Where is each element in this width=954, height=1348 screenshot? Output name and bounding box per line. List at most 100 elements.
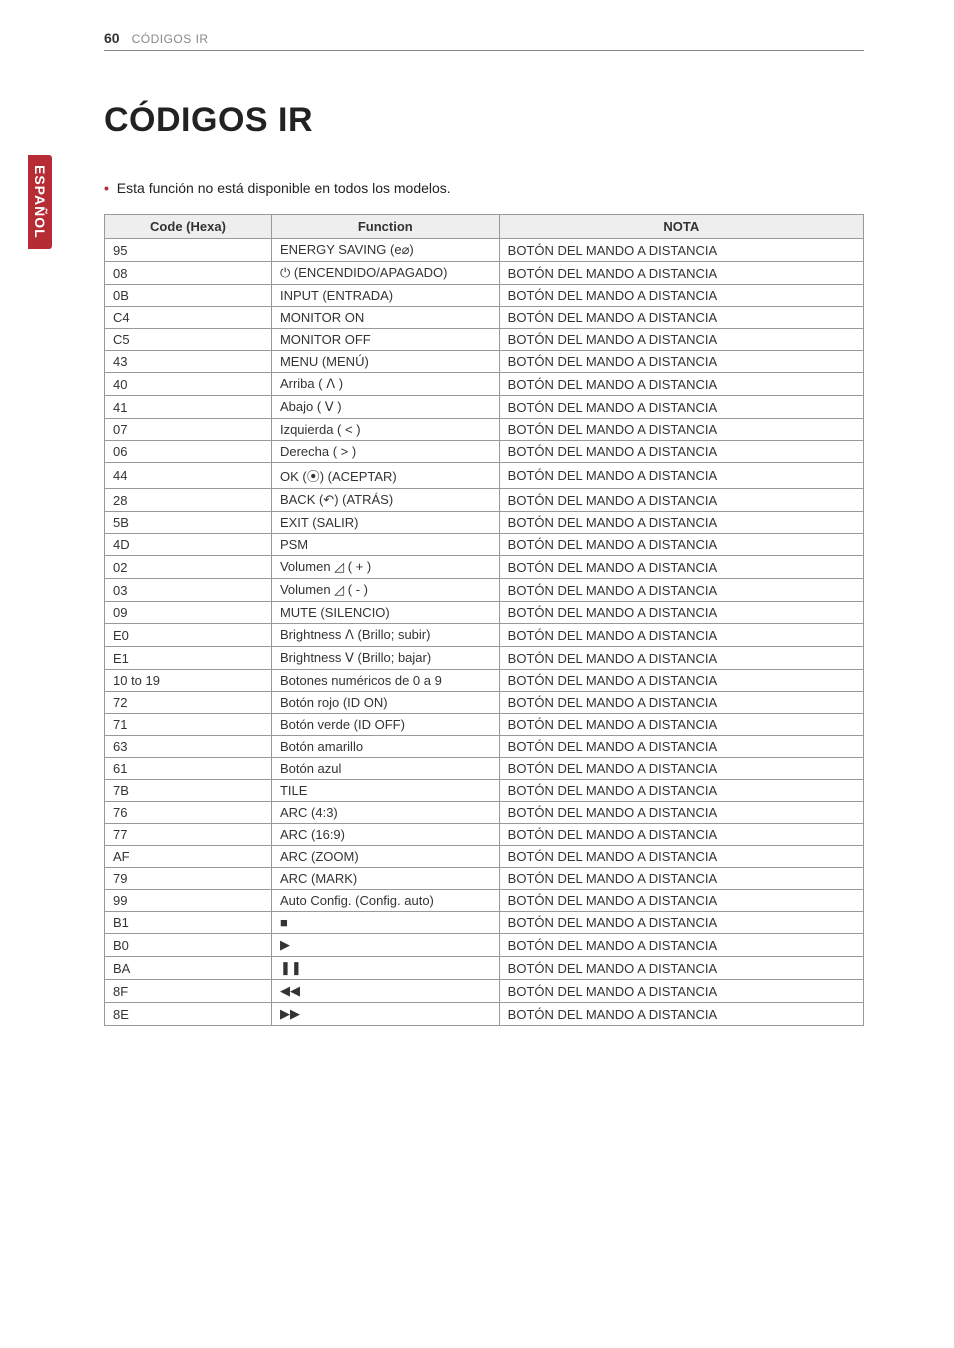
table-row: 44OK (⦿) (ACEPTAR)BOTÓN DEL MANDO A DIST… xyxy=(105,463,864,489)
cell-function: ARC (16:9) xyxy=(271,824,499,846)
table-row: BA❚❚BOTÓN DEL MANDO A DISTANCIA xyxy=(105,957,864,980)
cell-code: 43 xyxy=(105,351,272,373)
cell-code: 63 xyxy=(105,736,272,758)
table-row: 02Volumen ◿ ( + )BOTÓN DEL MANDO A DISTA… xyxy=(105,556,864,579)
cell-function: ▶ xyxy=(271,934,499,957)
cell-function: Botón rojo (ID ON) xyxy=(271,692,499,714)
cell-nota: BOTÓN DEL MANDO A DISTANCIA xyxy=(499,373,863,396)
table-row: C4MONITOR ONBOTÓN DEL MANDO A DISTANCIA xyxy=(105,307,864,329)
cell-nota: BOTÓN DEL MANDO A DISTANCIA xyxy=(499,912,863,934)
ir-codes-table: Code (Hexa) Function NOTA 95ENERGY SAVIN… xyxy=(104,214,864,1026)
cell-function: OK (⦿) (ACEPTAR) xyxy=(271,463,499,489)
cell-code: 03 xyxy=(105,579,272,602)
cell-nota: BOTÓN DEL MANDO A DISTANCIA xyxy=(499,1003,863,1026)
cell-function: PSM xyxy=(271,534,499,556)
cell-nota: BOTÓN DEL MANDO A DISTANCIA xyxy=(499,512,863,534)
cell-code: 77 xyxy=(105,824,272,846)
table-row: 72Botón rojo (ID ON)BOTÓN DEL MANDO A DI… xyxy=(105,692,864,714)
cell-code: 8E xyxy=(105,1003,272,1026)
table-row: 28BACK (↶) (ATRÁS)BOTÓN DEL MANDO A DIST… xyxy=(105,489,864,512)
table-row: 77ARC (16:9)BOTÓN DEL MANDO A DISTANCIA xyxy=(105,824,864,846)
cell-nota: BOTÓN DEL MANDO A DISTANCIA xyxy=(499,489,863,512)
table-row: 03Volumen ◿ ( - )BOTÓN DEL MANDO A DISTA… xyxy=(105,579,864,602)
cell-code: 79 xyxy=(105,868,272,890)
cell-code: 76 xyxy=(105,802,272,824)
cell-code: 28 xyxy=(105,489,272,512)
table-row: 40Arriba ( ꓥ )BOTÓN DEL MANDO A DISTANCI… xyxy=(105,373,864,396)
table-row: 41Abajo ( ꓦ )BOTÓN DEL MANDO A DISTANCIA xyxy=(105,396,864,419)
cell-nota: BOTÓN DEL MANDO A DISTANCIA xyxy=(499,780,863,802)
cell-function: ARC (4:3) xyxy=(271,802,499,824)
cell-code: AF xyxy=(105,846,272,868)
cell-nota: BOTÓN DEL MANDO A DISTANCIA xyxy=(499,957,863,980)
cell-function: Derecha ( > ) xyxy=(271,441,499,463)
cell-code: 7B xyxy=(105,780,272,802)
cell-nota: BOTÓN DEL MANDO A DISTANCIA xyxy=(499,396,863,419)
cell-function: Botón azul xyxy=(271,758,499,780)
cell-function: Volumen ◿ ( + ) xyxy=(271,556,499,579)
cell-code: 61 xyxy=(105,758,272,780)
cell-nota: BOTÓN DEL MANDO A DISTANCIA xyxy=(499,934,863,957)
cell-function: ARC (MARK) xyxy=(271,868,499,890)
table-row: 8E▶▶BOTÓN DEL MANDO A DISTANCIA xyxy=(105,1003,864,1026)
col-header-code: Code (Hexa) xyxy=(105,215,272,239)
cell-nota: BOTÓN DEL MANDO A DISTANCIA xyxy=(499,692,863,714)
table-row: 8F◀◀BOTÓN DEL MANDO A DISTANCIA xyxy=(105,980,864,1003)
cell-nota: BOTÓN DEL MANDO A DISTANCIA xyxy=(499,802,863,824)
cell-code: 5B xyxy=(105,512,272,534)
table-row: B0▶BOTÓN DEL MANDO A DISTANCIA xyxy=(105,934,864,957)
cell-nota: BOTÓN DEL MANDO A DISTANCIA xyxy=(499,980,863,1003)
cell-nota: BOTÓN DEL MANDO A DISTANCIA xyxy=(499,556,863,579)
cell-code: E1 xyxy=(105,647,272,670)
cell-code: 40 xyxy=(105,373,272,396)
cell-nota: BOTÓN DEL MANDO A DISTANCIA xyxy=(499,239,863,262)
table-row: 71Botón verde (ID OFF)BOTÓN DEL MANDO A … xyxy=(105,714,864,736)
table-row: 76ARC (4:3)BOTÓN DEL MANDO A DISTANCIA xyxy=(105,802,864,824)
cell-code: BA xyxy=(105,957,272,980)
cell-nota: BOTÓN DEL MANDO A DISTANCIA xyxy=(499,285,863,307)
col-header-nota: NOTA xyxy=(499,215,863,239)
cell-nota: BOTÓN DEL MANDO A DISTANCIA xyxy=(499,419,863,441)
section-label: CÓDIGOS IR xyxy=(132,32,209,46)
cell-function: Brightness ꓥ (Brillo; subir) xyxy=(271,624,499,647)
table-row: 4DPSMBOTÓN DEL MANDO A DISTANCIA xyxy=(105,534,864,556)
table-row: 43MENU (MENÚ)BOTÓN DEL MANDO A DISTANCIA xyxy=(105,351,864,373)
cell-nota: BOTÓN DEL MANDO A DISTANCIA xyxy=(499,624,863,647)
cell-function: BACK (↶) (ATRÁS) xyxy=(271,489,499,512)
table-row: 5BEXIT (SALIR)BOTÓN DEL MANDO A DISTANCI… xyxy=(105,512,864,534)
cell-nota: BOTÓN DEL MANDO A DISTANCIA xyxy=(499,329,863,351)
cell-function: MUTE (SILENCIO) xyxy=(271,602,499,624)
cell-code: C5 xyxy=(105,329,272,351)
cell-code: C4 xyxy=(105,307,272,329)
cell-code: 10 to 19 xyxy=(105,670,272,692)
note-text: Esta función no está disponible en todos… xyxy=(117,180,451,196)
cell-function: ◀◀ xyxy=(271,980,499,1003)
table-row: 99Auto Config. (Config. auto)BOTÓN DEL M… xyxy=(105,890,864,912)
cell-function: ❚❚ xyxy=(271,957,499,980)
cell-code: 09 xyxy=(105,602,272,624)
cell-function: TILE xyxy=(271,780,499,802)
cell-function: Volumen ◿ ( - ) xyxy=(271,579,499,602)
cell-nota: BOTÓN DEL MANDO A DISTANCIA xyxy=(499,868,863,890)
cell-nota: BOTÓN DEL MANDO A DISTANCIA xyxy=(499,670,863,692)
cell-code: 71 xyxy=(105,714,272,736)
cell-function: Abajo ( ꓦ ) xyxy=(271,396,499,419)
table-row: E0Brightness ꓥ (Brillo; subir)BOTÓN DEL … xyxy=(105,624,864,647)
cell-function: MONITOR OFF xyxy=(271,329,499,351)
table-row: 08⏻ (ENCENDIDO/APAGADO)BOTÓN DEL MANDO A… xyxy=(105,262,864,285)
cell-nota: BOTÓN DEL MANDO A DISTANCIA xyxy=(499,714,863,736)
cell-function: MENU (MENÚ) xyxy=(271,351,499,373)
cell-function: INPUT (ENTRADA) xyxy=(271,285,499,307)
table-row: 10 to 19Botones numéricos de 0 a 9BOTÓN … xyxy=(105,670,864,692)
col-header-function: Function xyxy=(271,215,499,239)
page-number: 60 xyxy=(104,30,120,46)
cell-nota: BOTÓN DEL MANDO A DISTANCIA xyxy=(499,736,863,758)
table-row: 63Botón amarilloBOTÓN DEL MANDO A DISTAN… xyxy=(105,736,864,758)
cell-function: EXIT (SALIR) xyxy=(271,512,499,534)
page-title: CÓDIGOS IR xyxy=(104,101,864,140)
cell-code: 95 xyxy=(105,239,272,262)
cell-code: 41 xyxy=(105,396,272,419)
cell-nota: BOTÓN DEL MANDO A DISTANCIA xyxy=(499,602,863,624)
cell-nota: BOTÓN DEL MANDO A DISTANCIA xyxy=(499,579,863,602)
cell-nota: BOTÓN DEL MANDO A DISTANCIA xyxy=(499,262,863,285)
